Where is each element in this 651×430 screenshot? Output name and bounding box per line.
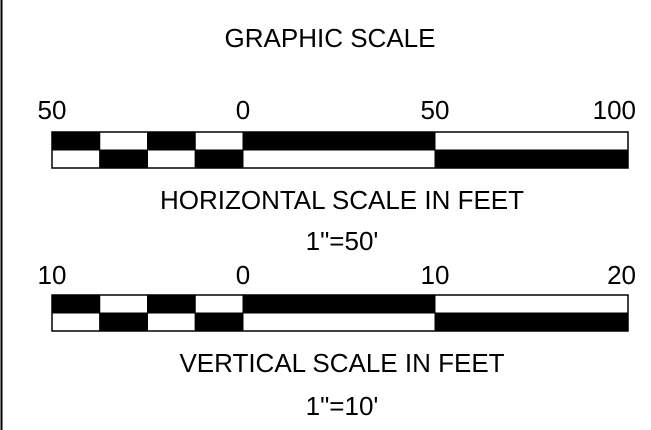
bar-segment	[194, 294, 244, 314]
scale-label: 0	[236, 260, 250, 290]
bar-segment	[242, 312, 436, 332]
bar-segment	[194, 131, 244, 151]
bar-segment	[434, 294, 629, 314]
bar-segment	[51, 149, 101, 169]
scale-label: 50	[421, 95, 450, 125]
bar-segment	[147, 294, 196, 314]
scale-label: 20	[607, 260, 636, 290]
bar-segment	[194, 312, 244, 332]
scale-name: VERTICAL SCALE IN FEET	[179, 348, 504, 378]
bar-segment	[242, 294, 436, 314]
bar-segment	[147, 149, 196, 169]
scale-ratio: 1"=50'	[306, 226, 379, 256]
bar-segment	[434, 312, 629, 332]
bar-outline	[51, 294, 629, 332]
bar-segment	[147, 131, 196, 151]
scale-label: 100	[593, 95, 636, 125]
scale-label: 10	[421, 260, 450, 290]
scale-name: HORIZONTAL SCALE IN FEET	[160, 185, 524, 215]
bar-segment	[434, 131, 629, 151]
scale-ratio: 1"=10'	[306, 391, 379, 421]
scale-label: 10	[38, 260, 67, 290]
bar-segment	[242, 131, 436, 151]
bar-segment	[434, 149, 629, 169]
bar-segment	[194, 149, 244, 169]
bar-segment	[51, 131, 101, 151]
bar-segment	[99, 131, 148, 151]
bar-segment	[99, 149, 148, 169]
scale-label: 50	[38, 95, 67, 125]
bar-segment	[242, 149, 436, 169]
bar-segment	[147, 312, 196, 332]
bar-segment	[99, 294, 148, 314]
scale-label: 0	[236, 95, 250, 125]
bar-segment	[51, 294, 101, 314]
bar-segment	[99, 312, 148, 332]
title: GRAPHIC SCALE	[225, 23, 436, 53]
bar-outline	[51, 131, 629, 169]
bar-segment	[51, 312, 101, 332]
